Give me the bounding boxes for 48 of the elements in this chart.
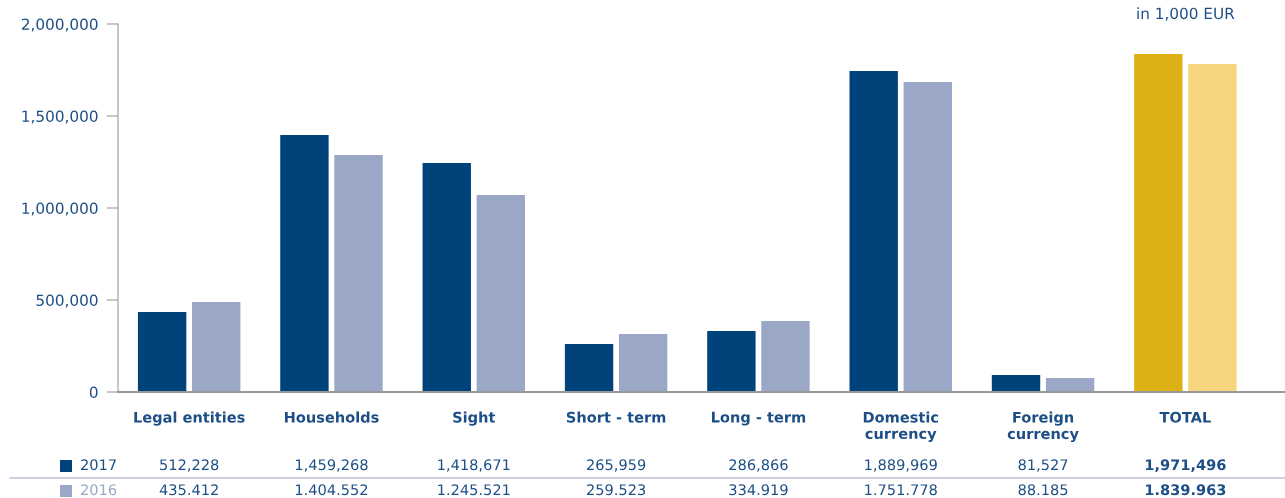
y-tick-label: 1,000,000 (22, 202, 98, 216)
x-tick-label: Foreign currency (1007, 411, 1079, 443)
text: 81,527 (1018, 459, 1068, 472)
text: 1.404.552 (295, 484, 368, 496)
text: 1,889,969 (865, 459, 937, 472)
bar (476, 194, 526, 392)
y-tick-label: 1,500,000 (22, 110, 98, 124)
legend-label: 2016 (81, 484, 117, 496)
text: 1.751.778 (865, 484, 937, 496)
x-tick-label: Short - term (566, 411, 666, 423)
bar (618, 334, 668, 392)
bar (422, 162, 471, 392)
x-tick-label: TOTAL (1159, 411, 1211, 423)
text: 512,228 (160, 459, 219, 472)
text: 1,971,496 (1145, 459, 1226, 473)
y-tick-label: 0 (89, 386, 98, 399)
bar (991, 375, 1041, 392)
legend-label: 2017 (81, 459, 116, 471)
bar (1188, 63, 1237, 392)
x-tick-label: Sight (453, 411, 496, 426)
text: 286,866 (729, 459, 788, 472)
text: 435.412 (159, 484, 218, 496)
text: 265,959 (587, 459, 646, 472)
text: 1.245.521 (438, 484, 510, 496)
text: 1.839.963 (1145, 484, 1226, 496)
x-tick-label: Households (284, 411, 379, 423)
text: 334.919 (729, 484, 788, 496)
text: in 1,000 EUR (1137, 7, 1235, 21)
bar (280, 134, 329, 392)
bar (849, 70, 898, 392)
y-tick-label: 500,000 (36, 294, 98, 308)
bar (707, 330, 756, 392)
text: 1,459,268 (295, 459, 368, 472)
y-tick-label: 2,000,000 (21, 18, 98, 32)
text: 1,418,671 (438, 459, 510, 472)
text: 88.185 (1018, 484, 1068, 496)
x-tick-label: Domestic currency (863, 411, 939, 442)
bar (334, 155, 383, 392)
x-tick-label: Long - term (711, 411, 806, 426)
x-tick-label: Legal entities (134, 411, 245, 426)
bar (564, 343, 614, 392)
bar (192, 302, 241, 392)
bar (137, 311, 187, 392)
bar (903, 81, 952, 392)
text: 259.523 (587, 484, 646, 496)
bar (1134, 53, 1183, 392)
bar (1045, 378, 1095, 392)
bar (761, 320, 810, 392)
